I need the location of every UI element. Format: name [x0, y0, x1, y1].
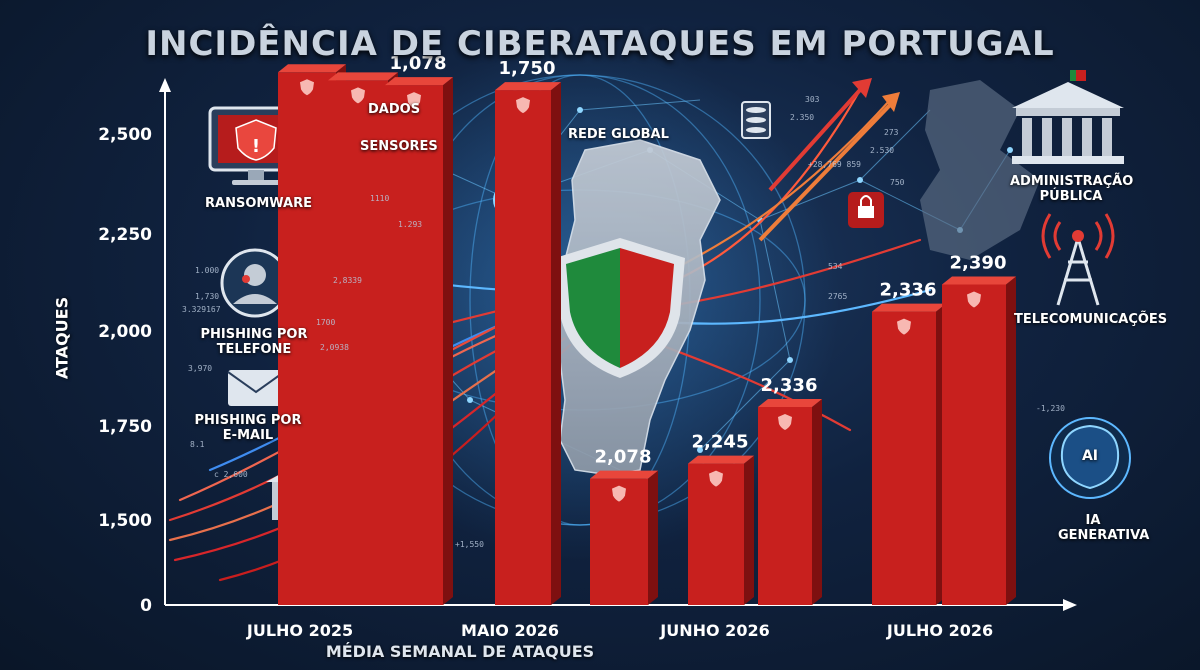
x-tick-label: JULHO 2026: [886, 621, 993, 640]
ai-brain-icon: [1049, 417, 1131, 499]
arrow-head-red: [852, 78, 872, 98]
bar: [495, 82, 561, 606]
decor-number: 8.1: [190, 440, 205, 449]
decor-number: 273: [884, 128, 899, 137]
decor-number: 1.293: [398, 220, 423, 229]
bar-value-label: 2,078: [595, 447, 652, 468]
bar: [385, 77, 453, 605]
label-sensores: SENSORES: [360, 139, 438, 154]
decor-number: 1700: [316, 318, 336, 327]
decor-number: 534: [828, 262, 843, 271]
bar-value-label: 2,390: [950, 252, 1007, 273]
label-rede-global: REDE GLOBAL: [568, 127, 669, 142]
decor-number: 1,730: [195, 292, 220, 301]
decor-number: +1,550: [455, 540, 484, 549]
decor-number: 750: [890, 178, 905, 187]
arrow-head-orange: [882, 92, 900, 112]
decor-number: 1110: [370, 194, 390, 203]
trend-arrows: [758, 88, 892, 242]
decor-number: +28,769 859: [808, 160, 861, 169]
y-tick-label: 2,500: [98, 125, 152, 145]
envelope-icon: [227, 370, 285, 406]
x-tick-label: JULHO 2025: [246, 621, 353, 640]
y-tick-label: 1,750: [98, 417, 152, 437]
x-tick-label: MAIO 2026: [461, 621, 559, 640]
label-administracao: ADMINISTRAÇÃO PÚBLICA: [1010, 174, 1134, 204]
decor-number: c 2,600: [214, 470, 248, 479]
decor-number: 2.350: [790, 113, 815, 122]
europe-map: [920, 80, 1040, 260]
bar: [688, 455, 754, 605]
bar: [758, 399, 822, 605]
y-tick-label: 2,000: [98, 322, 152, 342]
label-ransomware: RANSOMWARE: [205, 196, 313, 211]
y-tick-label: 0: [140, 596, 152, 616]
database-icon: [741, 101, 771, 139]
bars: 1,078 1,750 2,078 2,245 2,336 2,336 2,390: [278, 53, 1016, 606]
bar-value-label: 1,078: [390, 53, 447, 74]
label-dados: DADOS: [368, 102, 421, 117]
bar-value-label: 2,336: [880, 280, 937, 301]
bar: [942, 276, 1016, 605]
shield-icon: [555, 238, 685, 378]
decor-number: 1.000: [195, 266, 220, 275]
bar: [872, 303, 946, 605]
antenna-tower-icon: [1041, 213, 1115, 306]
bar: [590, 470, 658, 605]
decor-number: 303: [805, 95, 820, 104]
government-building-icon: [1012, 82, 1124, 164]
flag-portugal: [1070, 70, 1086, 81]
decor-number: 3.329167: [182, 305, 221, 314]
bar-value-label: 2,245: [692, 432, 749, 453]
decor-number: 2,8339: [333, 276, 362, 285]
decor-number: 2,0938: [320, 343, 349, 352]
y-tick-label: 1,500: [98, 511, 152, 531]
bar: [328, 72, 398, 605]
label-ia-generativa: IA GENERATIVA: [1058, 513, 1150, 543]
x-tick-label: JUNHO 2026: [659, 621, 769, 640]
bar-value-label: 2,336: [761, 375, 818, 396]
label-telecom: TELECOMUNICAÇÕES: [1014, 312, 1168, 327]
label-phishing-telefone: PHISHING POR TELEFONE: [200, 327, 308, 357]
decor-number: 3,970: [188, 364, 213, 373]
axis-ticks: 0 1,500 1,750 2,000 2,250 2,500 JULHO 2025 MAIO…: [98, 125, 993, 640]
svg-text:!: !: [252, 136, 260, 157]
y-axis-label: ATAQUES: [52, 296, 72, 380]
ai-badge-text: AI: [1081, 448, 1099, 464]
page-title: INCIDÊNCIA DE CIBERATAQUES EM PORTUGAL: [145, 24, 1055, 64]
x-axis-arrow: [1063, 599, 1077, 611]
y-axis-arrow: [159, 78, 171, 92]
x-axis-label: MÉDIA SEMANAL DE ATAQUES: [325, 642, 595, 661]
decor-number: -1,230: [1036, 404, 1065, 413]
y-tick-label: 2,250: [98, 225, 152, 245]
decor-number: 2765: [828, 292, 848, 301]
label-phishing-email: PHISHING POR E-MAIL: [194, 413, 302, 443]
bar-value-label: 1,750: [499, 58, 556, 79]
decor-number: 2.530: [870, 146, 895, 155]
lock-icon: [848, 192, 884, 228]
